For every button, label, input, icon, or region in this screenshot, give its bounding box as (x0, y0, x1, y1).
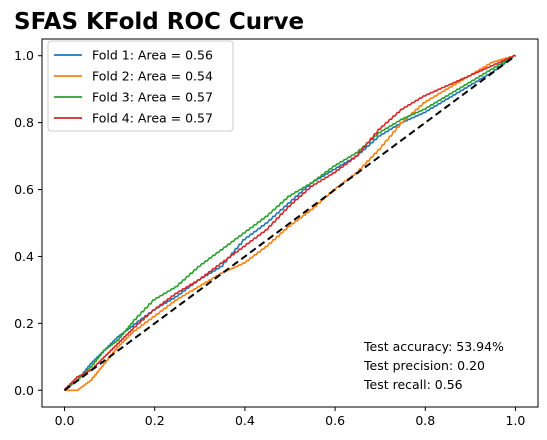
series-line-fold-3 (63, 54, 516, 391)
chart-title: SFAS KFold ROC Curve (14, 9, 304, 35)
x-tick-label: 1.0 (506, 413, 526, 428)
x-tick-label: 0.0 (55, 413, 75, 428)
annotations: Test accuracy: 53.94% Test precision: 0.2… (363, 339, 504, 392)
x-tick-label: 0.4 (235, 413, 255, 428)
legend-entry-fold-3: Fold 3: Area = 0.57 (92, 90, 213, 105)
y-tick-label: 0.0 (14, 383, 34, 398)
metric-annotation: Test recall: 0.56 (363, 377, 463, 392)
x-tick-label: 0.2 (145, 413, 165, 428)
axis-ticks: 0.0 0.2 0.4 0.6 0.8 1.0 0.0 0.2 0.4 0.6 0.8 1.0 (14, 48, 525, 428)
y-tick-label: 0.6 (14, 182, 34, 197)
y-tick-label: 0.8 (14, 115, 34, 130)
series-line-fold-4 (63, 54, 516, 391)
y-tick-label: 1.0 (14, 48, 34, 63)
reference-diagonal-line (63, 54, 517, 392)
x-tick-label: 0.6 (325, 413, 345, 428)
y-tick-label: 0.4 (14, 249, 34, 264)
series-layer (63, 54, 517, 392)
legend-entry-fold-2: Fold 2: Area = 0.54 (92, 69, 213, 84)
y-tick-label: 0.2 (14, 316, 34, 331)
metric-annotation: Test accuracy: 53.94% (363, 339, 504, 354)
metric-annotation: Test precision: 0.20 (363, 358, 485, 373)
series-line-fold-1 (63, 54, 516, 391)
legend-box (47, 40, 234, 132)
x-tick-label: 0.8 (415, 413, 435, 428)
series-line-fold-2 (64, 54, 516, 392)
legend: Fold 1: Area = 0.56 Fold 2: Area = 0.54 Fo… (47, 40, 234, 132)
legend-entry-fold-1: Fold 1: Area = 0.56 (92, 48, 213, 63)
legend-entry-fold-4: Fold 4: Area = 0.57 (92, 111, 213, 126)
